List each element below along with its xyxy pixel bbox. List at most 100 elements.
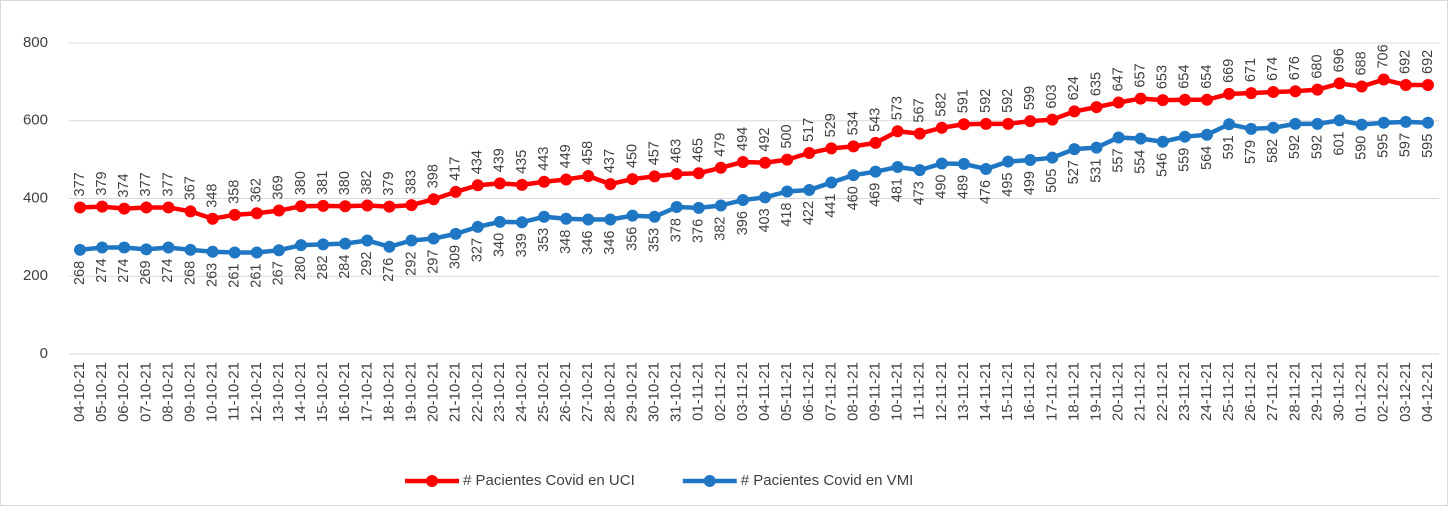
data-label: 603 <box>1044 84 1060 108</box>
point <box>1421 78 1434 91</box>
point <box>1289 85 1302 98</box>
x-tick-label: 27-10-21 <box>579 362 596 422</box>
point <box>1046 113 1059 126</box>
data-label: 280 <box>293 256 309 280</box>
point <box>1200 128 1213 141</box>
data-label: 680 <box>1309 54 1325 78</box>
x-tick-label: 11-10-21 <box>226 362 243 421</box>
point <box>515 216 528 229</box>
point <box>74 201 87 214</box>
point <box>250 207 263 220</box>
point <box>1399 115 1412 128</box>
data-label: 441 <box>823 194 839 218</box>
data-label: 688 <box>1353 51 1369 75</box>
point <box>935 121 948 134</box>
point <box>626 209 639 222</box>
point <box>1090 141 1103 154</box>
data-label: 489 <box>956 175 972 199</box>
data-label: 376 <box>691 219 707 243</box>
data-label: 346 <box>580 230 596 254</box>
data-label: 458 <box>580 141 596 165</box>
legend-label: # Pacientes Covid en VMI <box>741 472 914 489</box>
point <box>648 210 661 223</box>
data-label: 309 <box>448 245 464 269</box>
data-label: 554 <box>1133 150 1149 174</box>
point <box>1267 85 1280 98</box>
data-label: 469 <box>867 183 883 207</box>
data-label: 274 <box>116 258 132 282</box>
point <box>582 213 595 226</box>
point <box>980 162 993 175</box>
data-label: 460 <box>845 186 861 210</box>
data-label: 403 <box>757 208 773 232</box>
data-label: 379 <box>381 171 397 195</box>
x-tick-label: 09-11-21 <box>867 362 884 421</box>
data-label: 377 <box>138 172 154 196</box>
x-tick-label: 02-11-21 <box>712 362 729 421</box>
point <box>449 185 462 198</box>
point <box>538 210 551 223</box>
x-tick-label: 25-11-21 <box>1220 362 1237 421</box>
data-label: 595 <box>1420 134 1436 158</box>
data-label: 261 <box>249 264 265 288</box>
data-label: 573 <box>889 96 905 120</box>
point <box>1024 154 1037 167</box>
point <box>736 155 749 168</box>
data-label: 567 <box>912 98 928 122</box>
x-tick-label: 05-11-21 <box>778 362 795 421</box>
point <box>1156 94 1169 107</box>
point <box>1134 132 1147 145</box>
point <box>1311 83 1324 96</box>
data-label: 297 <box>425 250 441 274</box>
x-tick-label: 11-11-21 <box>911 362 928 420</box>
data-label: 559 <box>1177 148 1193 172</box>
data-label: 601 <box>1331 131 1347 155</box>
point <box>1002 117 1015 130</box>
point <box>140 201 153 214</box>
point <box>339 200 352 213</box>
point <box>493 215 506 228</box>
x-tick-label: 26-10-21 <box>557 362 574 422</box>
x-tick-label: 29-10-21 <box>623 362 640 422</box>
x-tick-label: 30-11-21 <box>1331 362 1348 421</box>
data-label: 346 <box>602 230 618 254</box>
point <box>560 173 573 186</box>
data-label: 377 <box>72 172 88 196</box>
x-tick-label: 14-10-21 <box>292 362 309 422</box>
x-tick-label: 12-10-21 <box>248 362 265 422</box>
data-label: 398 <box>425 164 441 188</box>
point <box>206 212 219 225</box>
data-label: 599 <box>1022 86 1038 110</box>
data-label: 564 <box>1199 146 1215 170</box>
point <box>538 175 551 188</box>
point <box>1002 155 1015 168</box>
data-label: 654 <box>1177 65 1193 89</box>
data-label: 671 <box>1243 58 1259 82</box>
point <box>825 176 838 189</box>
data-label: 527 <box>1066 160 1082 184</box>
data-label: 348 <box>558 230 574 254</box>
data-label: 439 <box>492 148 508 172</box>
data-label: 591 <box>1221 135 1237 159</box>
point <box>272 204 285 217</box>
point <box>295 239 308 252</box>
point <box>1068 143 1081 156</box>
data-label: 269 <box>138 260 154 284</box>
point <box>162 241 175 254</box>
y-tick-label: 200 <box>23 267 48 284</box>
point <box>317 238 330 251</box>
point <box>1178 130 1191 143</box>
data-label: 592 <box>1287 135 1303 159</box>
point <box>1289 117 1302 130</box>
x-tick-label: 19-11-21 <box>1087 362 1104 421</box>
x-tick-label: 19-10-21 <box>402 362 419 422</box>
data-label: 692 <box>1398 50 1414 74</box>
data-label: 479 <box>713 133 729 157</box>
data-label: 268 <box>182 261 198 285</box>
y-tick-label: 600 <box>23 112 48 129</box>
data-label: 383 <box>403 170 419 194</box>
data-label: 624 <box>1066 76 1082 100</box>
data-label: 696 <box>1331 48 1347 72</box>
data-label: 356 <box>624 227 640 251</box>
point <box>869 136 882 149</box>
